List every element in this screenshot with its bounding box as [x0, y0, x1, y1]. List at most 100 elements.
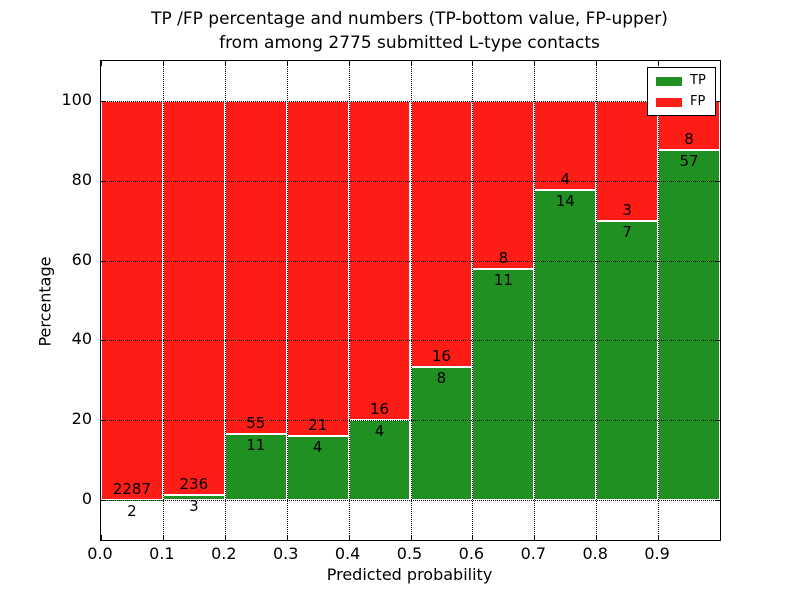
bar-segment-tp-5	[410, 367, 473, 501]
bar-segment-fp-2	[224, 100, 287, 434]
legend-label: FP	[690, 94, 706, 109]
tick-mark-top	[162, 61, 164, 66]
legend-item-tp: TP	[656, 74, 706, 88]
bar-segment-tp-3	[286, 436, 349, 501]
gridline-horizontal	[101, 340, 720, 342]
bar-count-tp-6: 11	[493, 271, 513, 289]
tick-mark-bottom	[658, 535, 660, 540]
gridline-vertical	[286, 61, 288, 540]
bar-segment-fp-7	[534, 100, 597, 190]
gridline-horizontal	[101, 260, 720, 262]
gridline-vertical	[472, 61, 474, 540]
tick-mark-left	[101, 100, 106, 102]
tick-mark-top	[224, 61, 226, 66]
gridline-vertical	[410, 61, 412, 540]
y-axis-label: Percentage	[35, 256, 55, 347]
bar-segment-tp-2	[224, 433, 287, 501]
bar-segment-fp-0	[101, 100, 163, 500]
plot-area: TP FP 2287 2 236 3 55 11 21 4 16 4 16 8 8 11 4 14 3 7 8 57	[100, 60, 721, 541]
bar-count-fp-4: 16	[369, 400, 390, 419]
tick-mark-right	[715, 180, 720, 182]
gridline-vertical	[596, 61, 598, 540]
legend-item-fp: FP	[656, 95, 706, 109]
x-tick-label: 0.0	[87, 544, 113, 563]
bar-count-fp-8: 3	[622, 200, 632, 219]
bar-count-tp-8: 7	[622, 222, 632, 241]
bar-count-tp-1: 3	[189, 497, 199, 516]
tick-mark-left	[101, 180, 106, 182]
tick-mark-top	[410, 61, 412, 66]
bar-segment-fp-1	[162, 100, 225, 496]
gridline-horizontal	[101, 100, 720, 102]
bar-count-tp-2: 11	[246, 435, 266, 454]
tick-mark-top	[348, 61, 350, 66]
chart-title-line1: TP /FP percentage and numbers (TP-bottom…	[151, 9, 668, 29]
tick-mark-bottom	[348, 535, 350, 540]
tick-mark-right	[715, 340, 720, 342]
bar-segment-tp-6	[472, 269, 535, 501]
x-tick-label: 0.5	[396, 544, 423, 563]
tick-mark-bottom	[410, 535, 412, 540]
gridline-vertical	[348, 61, 350, 540]
bar-count-tp-7: 14	[555, 191, 575, 210]
y-tick-label: 20	[71, 409, 92, 429]
tick-mark-left	[101, 260, 106, 262]
x-tick-label: 0.1	[149, 544, 175, 563]
x-tick-label: 0.4	[334, 544, 361, 563]
bar-segment-tp-8	[596, 220, 659, 501]
bar-count-fp-7: 4	[560, 169, 571, 188]
y-tick-label: 0	[81, 489, 92, 509]
tick-mark-bottom	[224, 535, 226, 540]
y-tick-label: 60	[71, 249, 92, 269]
tick-mark-bottom	[596, 535, 598, 540]
tick-mark-top	[658, 61, 660, 66]
x-tick-label: 0.9	[644, 544, 670, 563]
tick-mark-bottom	[472, 535, 474, 540]
x-tick-label: 0.7	[520, 544, 547, 563]
gridline-vertical	[534, 61, 536, 540]
bar-count-fp-5: 16	[431, 347, 451, 366]
y-tick-label: 40	[71, 329, 92, 349]
tick-mark-bottom	[162, 535, 164, 540]
bar-segment-fp-5	[410, 100, 473, 368]
legend: TP FP	[647, 67, 716, 116]
tick-mark-right	[715, 100, 720, 102]
x-tick-label: 0.3	[272, 544, 299, 563]
tick-mark-top	[472, 61, 474, 66]
bar-count-tp-0: 2	[127, 501, 137, 520]
gridline-vertical	[162, 61, 164, 540]
bar-count-tp-3: 4	[312, 438, 323, 457]
legend-label: TP	[690, 73, 706, 88]
bar-segment-tp-7	[534, 189, 597, 501]
bar-segment-fp-6	[472, 100, 535, 269]
gridline-vertical	[224, 61, 226, 540]
gridline-vertical	[658, 61, 660, 540]
bar-segment-fp-8	[596, 100, 659, 221]
tick-mark-left	[101, 500, 106, 502]
bar-segment-fp-3	[286, 100, 349, 437]
bar-count-fp-1: 236	[179, 475, 209, 494]
bar-segment-tp-9	[658, 150, 720, 501]
tick-mark-right	[715, 420, 720, 422]
tick-mark-bottom	[534, 535, 536, 540]
x-axis-label: Predicted probability	[326, 565, 493, 584]
x-tick-label: 0.6	[458, 544, 485, 563]
x-tick-label: 0.2	[211, 544, 237, 563]
bar-count-fp-2: 55	[246, 413, 266, 432]
bar-count-fp-3: 21	[308, 416, 328, 435]
tick-mark-top	[286, 61, 288, 66]
legend-swatch-fp	[656, 97, 682, 107]
y-tick-label: 80	[71, 169, 92, 189]
tick-mark-top	[101, 61, 102, 66]
chart-title: TP /FP percentage and numbers (TP-bottom…	[100, 7, 719, 55]
tick-mark-left	[101, 420, 106, 422]
gridline-horizontal	[101, 420, 720, 422]
y-tick-label: 100	[61, 89, 92, 109]
chart-title-line2: from among 2775 submitted L-type contact…	[219, 33, 600, 53]
bar-count-fp-0: 2287	[112, 479, 152, 498]
bar-count-fp-6: 8	[498, 249, 509, 267]
tick-mark-right	[715, 260, 720, 262]
tick-mark-bottom	[101, 535, 102, 540]
bar-count-tp-9: 57	[679, 152, 699, 171]
tick-mark-left	[101, 340, 106, 342]
